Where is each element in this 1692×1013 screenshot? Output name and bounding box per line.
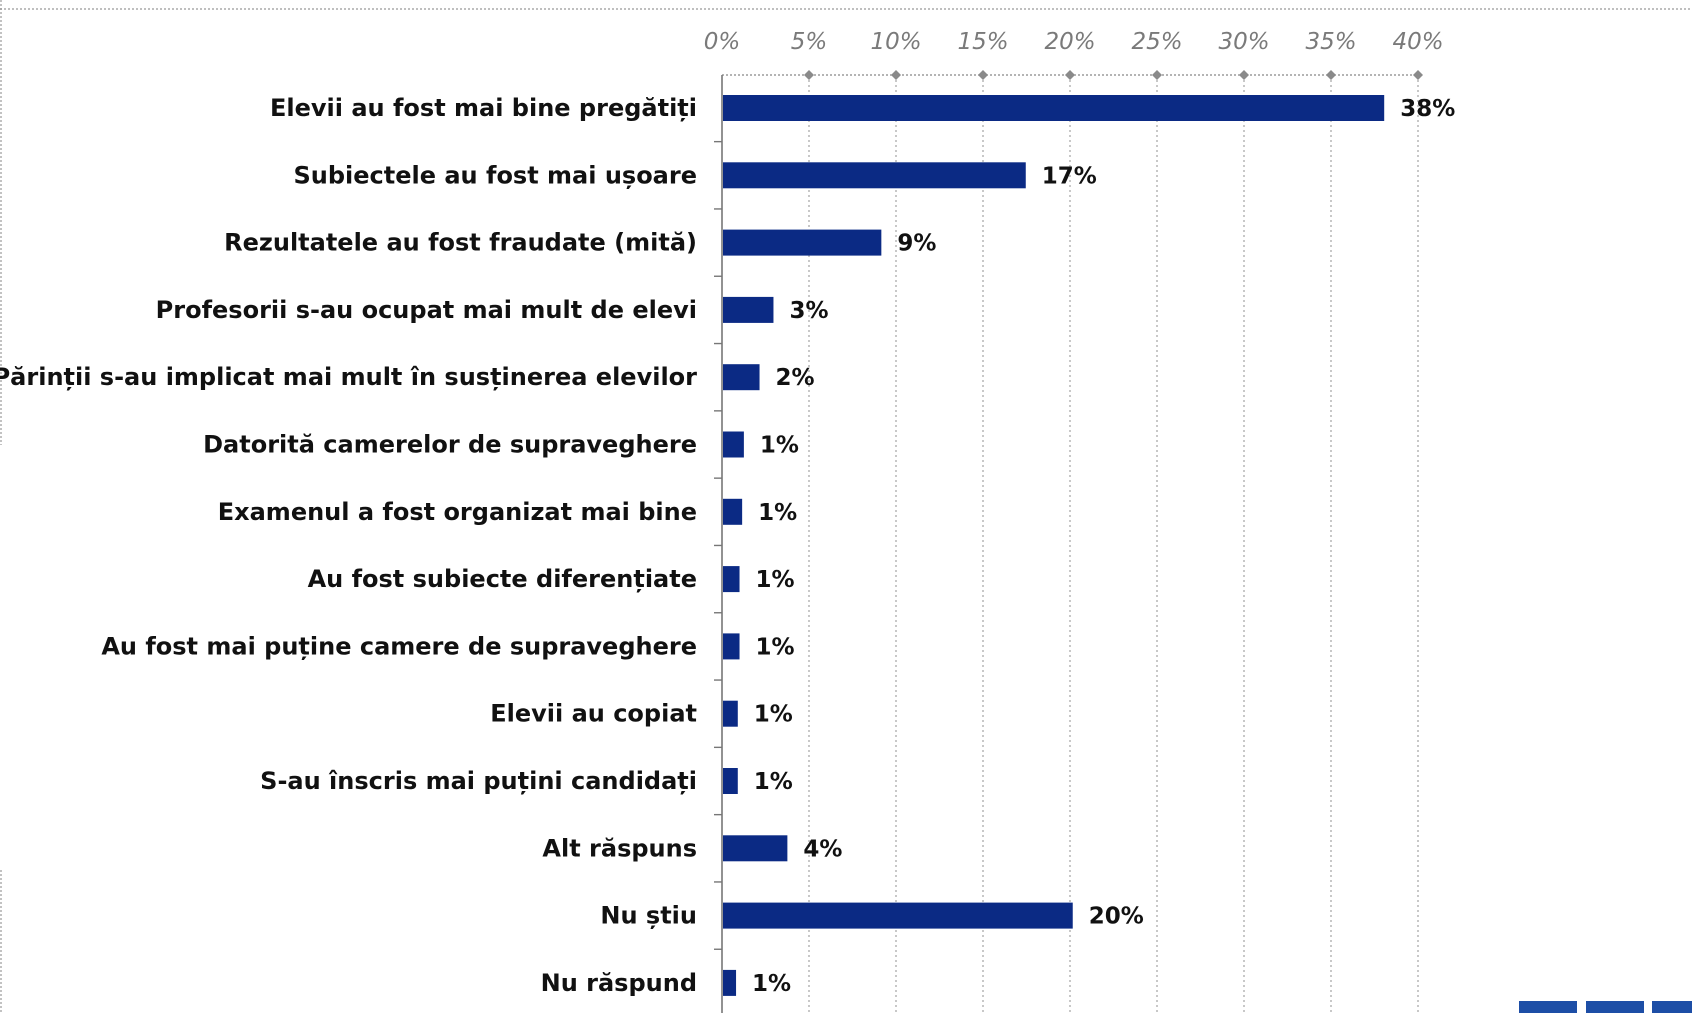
bar <box>723 633 740 660</box>
data-label: 3% <box>789 298 828 324</box>
bar <box>723 768 738 794</box>
data-label: 1% <box>758 500 797 526</box>
bar <box>723 902 1073 929</box>
data-label: 4% <box>803 836 842 862</box>
x-tick-label: 20% <box>1044 29 1095 55</box>
category-label: Au fost mai puține camere de supravegher… <box>101 632 697 660</box>
bar <box>723 498 743 525</box>
data-label: 1% <box>754 702 793 728</box>
data-label: 1% <box>752 971 791 997</box>
bar <box>723 229 882 256</box>
category-label: Subiectele au fost mai ușoare <box>293 161 697 189</box>
brand-block <box>1652 1001 1692 1013</box>
category-label: Elevii au copiat <box>490 700 697 728</box>
bar <box>723 95 1385 121</box>
bar <box>723 969 737 996</box>
x-tick-label: 35% <box>1305 29 1356 55</box>
category-label: Alt răspuns <box>542 834 697 862</box>
category-label: Examenul a fost organizat mai bine <box>218 498 697 526</box>
x-tick-label: 10% <box>870 29 921 55</box>
category-label: Părinții s-au implicat mai mult în susți… <box>0 363 697 391</box>
bar <box>723 296 774 323</box>
data-label: 20% <box>1089 904 1144 930</box>
data-label: 1% <box>760 433 799 459</box>
bar <box>723 566 740 593</box>
tick-marker <box>1239 70 1249 80</box>
x-axis: 0% 5% 10% 15% 20% 25% 30% 35% 40% <box>704 29 1444 1013</box>
category-label: Datorită camerelor de supraveghere <box>203 431 697 459</box>
bar <box>723 364 760 391</box>
category-label: Rezultatele au fost fraudate (mită) <box>224 229 697 257</box>
tick-marker <box>978 70 988 80</box>
tick-marker <box>804 70 814 80</box>
category-labels: Elevii au fost mai bine pregătiți Subiect… <box>0 94 697 997</box>
tick-marker <box>1152 70 1162 80</box>
x-tick-label: 0% <box>704 29 741 55</box>
brand-blocks <box>1519 1001 1692 1013</box>
category-label: Nu știu <box>600 902 697 930</box>
brand-block <box>1586 1001 1644 1013</box>
bar <box>723 162 1026 189</box>
tick-marker <box>1326 70 1336 80</box>
data-label: 17% <box>1042 163 1097 189</box>
category-label: Elevii au fost mai bine pregătiți <box>270 94 697 122</box>
tick-marker <box>1413 70 1423 80</box>
bars <box>723 95 1385 996</box>
bar <box>723 431 744 458</box>
bar <box>723 835 788 862</box>
value-labels: 38% 17% 9% 3% 2% 1% 1% 1% 1% 1% 1% 4% 20% 1% <box>752 96 1455 997</box>
data-label: 38% <box>1400 96 1455 122</box>
category-label: Nu răspund <box>541 969 697 997</box>
x-tick-label: 25% <box>1131 29 1182 55</box>
bar <box>723 700 738 727</box>
category-label: S-au înscris mai puțini candidați <box>260 767 697 795</box>
gridlines <box>808 75 1419 1013</box>
data-label: 1% <box>756 634 795 660</box>
category-label: Au fost subiecte diferențiate <box>308 565 697 593</box>
data-label: 1% <box>754 769 793 795</box>
x-tick-label: 40% <box>1392 29 1443 55</box>
brand-block <box>1519 1001 1577 1013</box>
data-label: 2% <box>776 365 815 391</box>
x-tick-label: 30% <box>1218 29 1269 55</box>
x-tick-label: 5% <box>791 29 828 55</box>
tick-marker <box>891 70 901 80</box>
tick-marker <box>1065 70 1075 80</box>
x-tick-label: 15% <box>957 29 1008 55</box>
data-label: 9% <box>897 231 936 257</box>
data-label: 1% <box>756 567 795 593</box>
category-label: Profesorii s-au ocupat mai mult de elevi <box>156 296 697 324</box>
